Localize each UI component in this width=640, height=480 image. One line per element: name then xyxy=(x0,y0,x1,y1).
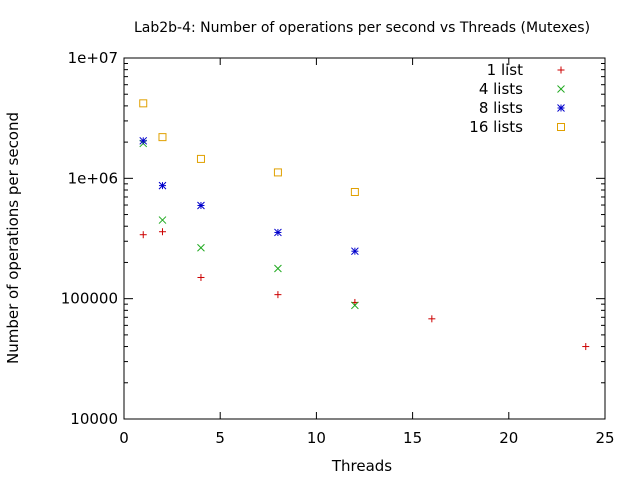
legend-marker-1-list xyxy=(557,66,565,74)
legend-marker-4-lists xyxy=(557,85,565,93)
legend-label-1-list: 1 list xyxy=(487,61,523,79)
y-tick-label: 100000 xyxy=(61,290,118,308)
point-4-lists xyxy=(351,301,359,310)
legend-label-16-lists: 16 lists xyxy=(469,118,523,136)
point-1-list xyxy=(139,231,147,239)
x-tick-label: 10 xyxy=(307,429,326,447)
y-tick-label: 1e+06 xyxy=(68,169,118,187)
point-4-lists xyxy=(197,243,205,252)
legend-label-8-lists: 8 lists xyxy=(479,99,523,117)
series-16-lists xyxy=(139,99,359,196)
x-tick-label: 5 xyxy=(215,429,225,447)
x-tick-label: 20 xyxy=(499,429,518,447)
point-1-list xyxy=(274,291,282,299)
point-4-lists xyxy=(158,216,167,224)
data-points xyxy=(139,99,590,351)
point-8-lists xyxy=(158,181,167,190)
point-8-lists xyxy=(351,247,359,256)
x-tick-label: 15 xyxy=(403,429,422,447)
point-8-lists xyxy=(139,136,148,145)
legend-label-4-lists: 4 lists xyxy=(479,80,523,98)
point-16-lists xyxy=(196,154,205,163)
point-1-list xyxy=(158,228,166,236)
point-4-lists xyxy=(274,264,282,273)
point-1-list xyxy=(197,273,205,281)
y-axis-label: Number of operations per second xyxy=(4,112,22,364)
point-16-lists xyxy=(139,99,148,108)
point-16-lists xyxy=(158,133,167,142)
x-axis: 0 5 10 15 20 25 xyxy=(119,58,615,447)
point-1-list xyxy=(428,315,436,323)
x-axis-label: Threads xyxy=(331,457,392,475)
y-tick-label: 10000 xyxy=(70,410,118,428)
point-16-lists xyxy=(273,168,282,177)
series-1-list xyxy=(139,228,590,351)
point-1-list xyxy=(582,343,590,351)
chart-title: Lab2b-4: Number of operations per second… xyxy=(134,20,590,36)
point-8-lists xyxy=(274,228,282,237)
legend-marker-8-lists xyxy=(557,104,565,112)
point-8-lists xyxy=(197,201,205,210)
plot-frame xyxy=(123,57,606,420)
x-tick-label: 0 xyxy=(119,429,129,447)
legend-marker-16-lists xyxy=(557,123,565,131)
y-tick-label: 1e+07 xyxy=(68,49,118,67)
y-axis: 10000 100000 1e+06 1e+07 xyxy=(61,49,605,428)
series-8-lists xyxy=(139,136,359,256)
x-tick-label: 25 xyxy=(595,429,614,447)
point-16-lists xyxy=(350,187,359,196)
